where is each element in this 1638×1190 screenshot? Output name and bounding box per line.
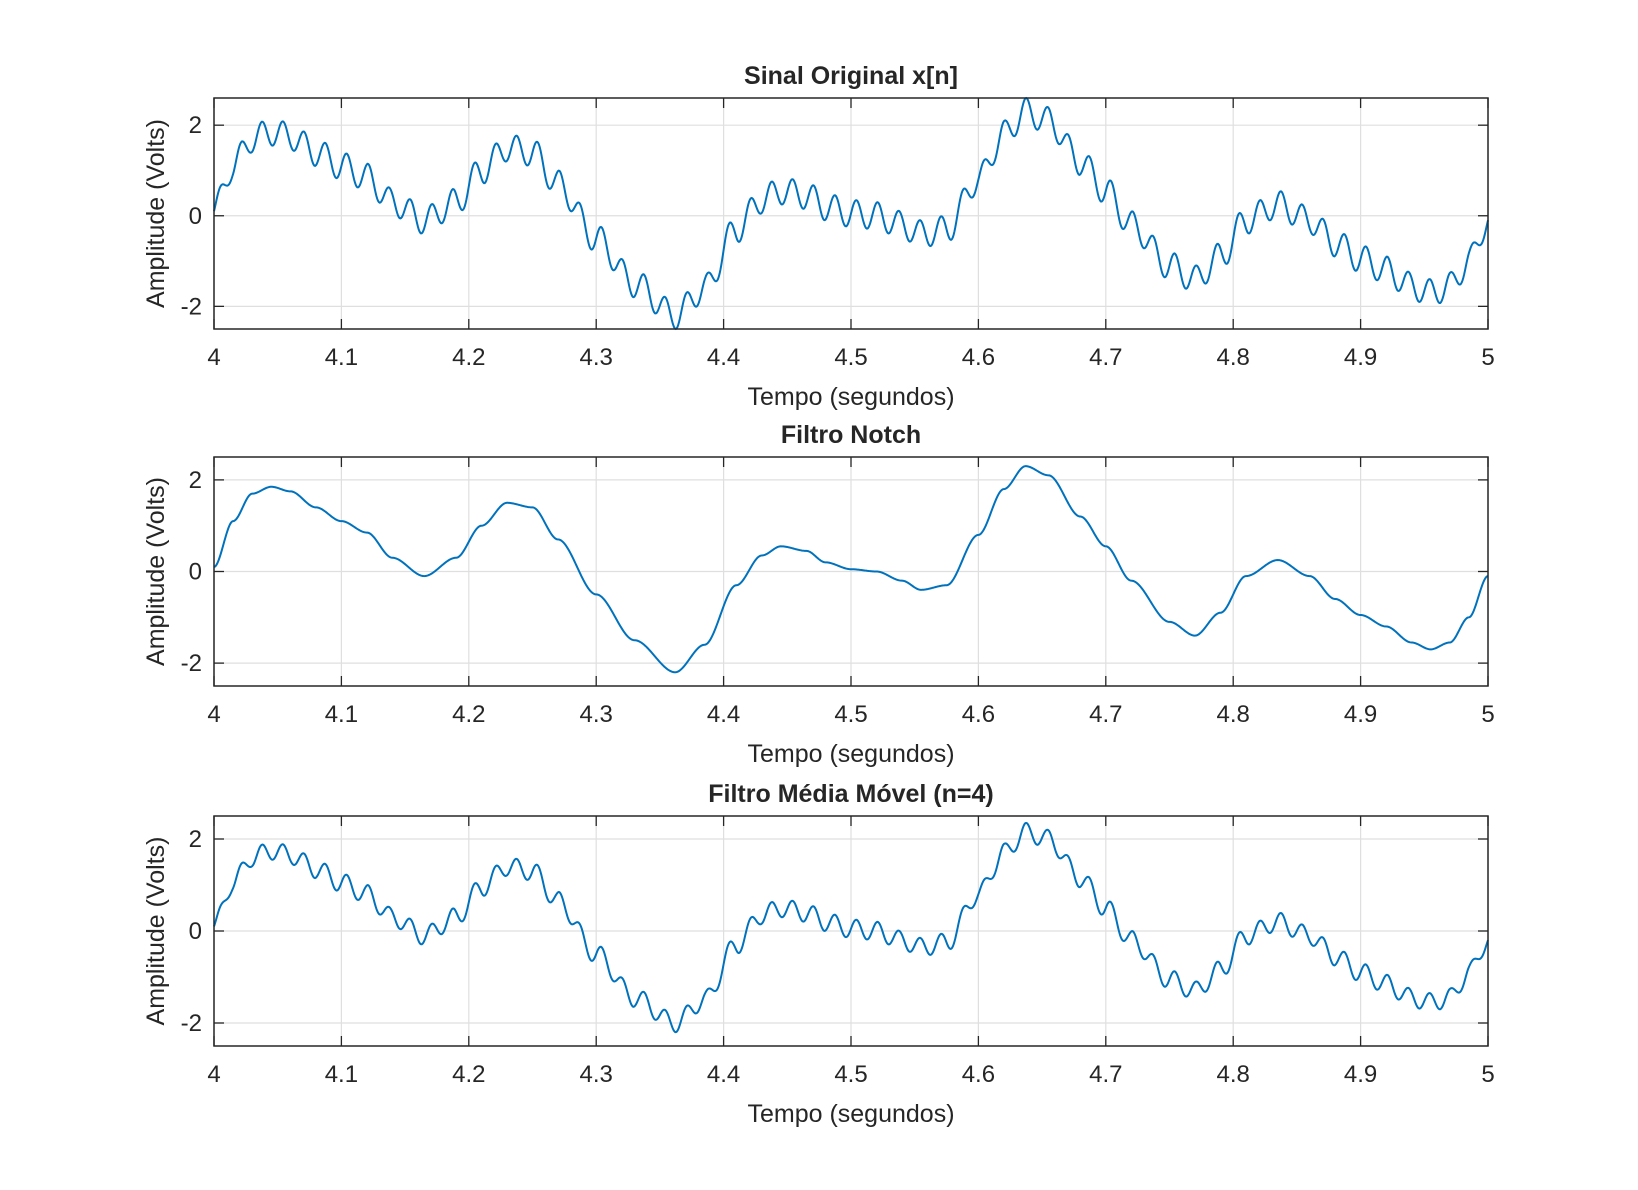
subplot-2: 4 4.1 4.2 4.3 4.4 4.5 4.6 4.7 4.8 4.9 5 -2 0 2 Filtro … [142, 421, 1495, 768]
x-tick-label: 4 [207, 1061, 220, 1088]
y-axis-label: Amplitude (Volts) [142, 837, 170, 1026]
x-tick-label: 4.6 [962, 344, 995, 371]
x-tick-label: 4.9 [1344, 701, 1377, 728]
x-tick-label: 4.6 [962, 701, 995, 728]
x-tick-label: 4.1 [325, 344, 358, 371]
x-tick-label: 4.3 [580, 1061, 613, 1088]
x-tick-label: 4.6 [962, 1061, 995, 1088]
x-tick-label: 4.7 [1089, 344, 1122, 371]
signal-line [213, 96, 1489, 331]
x-tick-label: 4.4 [707, 1061, 740, 1088]
y-axis-label: Amplitude (Volts) [142, 119, 170, 308]
subplot-title: Sinal Original x[n] [744, 62, 958, 90]
y-tick-label: 0 [189, 918, 202, 945]
subplot-1: 4 4.1 4.2 4.3 4.4 4.5 4.6 4.7 4.8 4.9 5 -2 0 2 Sinal O… [142, 62, 1495, 411]
x-tick-label: 4.7 [1089, 701, 1122, 728]
x-tick-label: 4.7 [1089, 1061, 1122, 1088]
x-tick-label: 4.8 [1217, 1061, 1250, 1088]
y-tick-label: -2 [181, 1010, 202, 1037]
x-tick-label: 5 [1481, 344, 1494, 371]
y-tick-label: 2 [189, 112, 202, 139]
subplot-title: Filtro Notch [781, 421, 921, 449]
x-tick-label: 4.2 [452, 344, 485, 371]
y-tick-label: 0 [189, 203, 202, 230]
x-tick-label: 4.9 [1344, 344, 1377, 371]
x-axis-label: Tempo (segundos) [747, 740, 954, 768]
x-tick-label: 4.8 [1217, 344, 1250, 371]
x-tick-label: 4.2 [452, 1061, 485, 1088]
x-tick-label: 4.5 [834, 701, 867, 728]
x-axis-label: Tempo (segundos) [747, 1100, 954, 1128]
subplot-3: 4 4.1 4.2 4.3 4.4 4.5 4.6 4.7 4.8 4.9 5 -2 0 2 Filtro … [142, 780, 1495, 1128]
x-tick-label: 4 [207, 344, 220, 371]
signal-line [213, 821, 1489, 1034]
y-tick-label: 2 [189, 826, 202, 853]
x-tick-label: 4.4 [707, 701, 740, 728]
x-tick-label: 4.5 [834, 344, 867, 371]
subplot-title: Filtro Média Móvel (n=4) [708, 780, 993, 808]
x-axis-label: Tempo (segundos) [747, 383, 954, 411]
y-tick-label: 2 [189, 467, 202, 494]
y-axis-label: Amplitude (Volts) [142, 477, 170, 666]
y-tick-label: 0 [189, 559, 202, 586]
x-tick-label: 5 [1481, 1061, 1494, 1088]
x-tick-label: 4.1 [325, 701, 358, 728]
x-tick-label: 4.5 [834, 1061, 867, 1088]
y-tick-label: -2 [181, 650, 202, 677]
y-tick-label: -2 [181, 293, 202, 320]
x-tick-label: 4.4 [707, 344, 740, 371]
x-tick-label: 4.3 [580, 701, 613, 728]
signal-line [213, 465, 1489, 674]
x-tick-label: 4.3 [580, 344, 613, 371]
x-tick-label: 4.2 [452, 701, 485, 728]
x-tick-label: 4.8 [1217, 701, 1250, 728]
x-tick-label: 4.1 [325, 1061, 358, 1088]
x-tick-label: 5 [1481, 701, 1494, 728]
x-tick-label: 4.9 [1344, 1061, 1377, 1088]
x-tick-label: 4 [207, 701, 220, 728]
